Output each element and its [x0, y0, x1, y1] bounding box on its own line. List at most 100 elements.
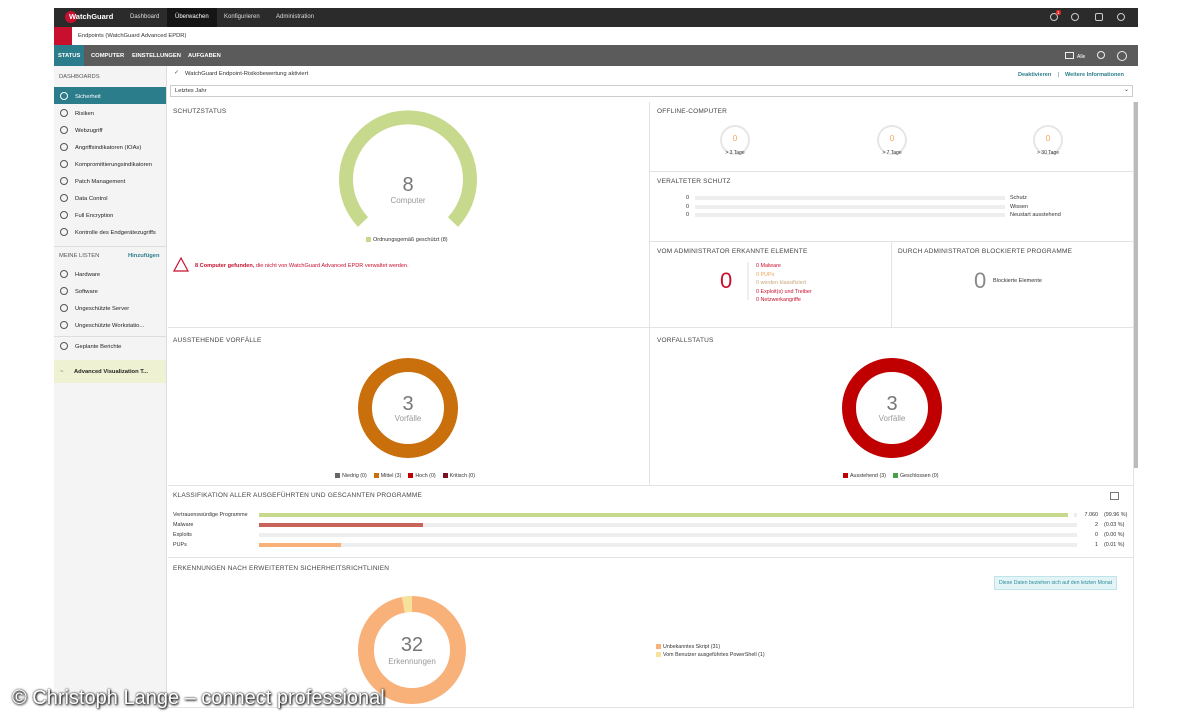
panel-admin-allowed [650, 242, 892, 328]
sidebar-item[interactable]: Ungeschützte Server [75, 306, 130, 312]
offline-label: > 30 Tage [1036, 150, 1059, 156]
legend-swatch [442, 473, 448, 479]
bell-icon[interactable] [1097, 51, 1105, 59]
tab[interactable]: STATUS [58, 53, 81, 59]
panel-offline [650, 102, 1134, 172]
panel-title: AUSSTEHENDE VORFÄLLE [173, 337, 262, 344]
add-link[interactable]: Hinzufügen [128, 253, 160, 259]
outdated-track [695, 213, 1005, 217]
warning-strong[interactable]: 8 Computer gefunden, [195, 263, 255, 269]
panel-title: VORFALLSTATUS [657, 337, 714, 344]
note: Diese Daten beziehen sich auf den letzte… [994, 576, 1118, 590]
center-count: 3 [886, 393, 898, 415]
class-fill [259, 543, 341, 547]
info-icon[interactable] [1110, 492, 1119, 500]
sidebar-item[interactable]: Data Control [75, 196, 108, 202]
item-icon [60, 160, 68, 168]
legend: Ausstehend (3) Geschlossen (0) [843, 472, 946, 480]
panel-title: SCHUTZSTATUS [173, 108, 227, 115]
panel-title: DURCH ADMINISTRATOR BLOCKIERTE PROGRAMME [898, 248, 1073, 255]
class-percent: (99.96 %) [1104, 512, 1128, 518]
sidebar-item[interactable]: Kontrolle des Endgerätezugriffs [75, 230, 156, 236]
sidebar-item[interactable]: Geplante Berichte [75, 344, 122, 350]
period-select[interactable] [170, 85, 1133, 97]
nav-item[interactable]: Überwachen [175, 14, 209, 20]
allowed-item[interactable]: 0 Netzwerkangriffe [756, 297, 801, 303]
help-icon[interactable] [1071, 13, 1079, 21]
class-label: Exploits [173, 532, 192, 538]
sidebar-item[interactable]: Webzugriff [75, 128, 103, 134]
sidebar-item[interactable]: Patch Management [75, 179, 126, 185]
alert-icon[interactable] [1050, 13, 1058, 21]
filter-label[interactable]: Alle [1077, 54, 1086, 60]
brand: WatchGuard [69, 12, 114, 21]
folder-icon[interactable] [1065, 52, 1074, 59]
top-bar [54, 8, 1138, 27]
item-icon [60, 126, 68, 134]
tab[interactable]: AUFGABEN [188, 53, 221, 59]
legend: Niedrig (0) Mittel (3) Hoch (0) Kritisch (0… [335, 472, 482, 480]
outdated-track [695, 204, 1005, 209]
center-label: Vorfälle [394, 414, 422, 423]
sidebar-item[interactable]: Risiken [75, 111, 95, 117]
nav-item[interactable]: Administration [276, 14, 315, 20]
allowed-item[interactable]: 0 Malware [756, 263, 781, 269]
panel-title: ERKENNUNGEN NACH ERWEITERTEN SICHERHEITS… [173, 565, 390, 572]
sidebar-item[interactable]: Angriffsindikatoren (IOAs) [75, 145, 142, 151]
offline-count: 0 [889, 134, 895, 143]
warning-text: die nicht von WatchGuard Advanced EPDR v… [255, 263, 409, 269]
class-label: Malware [173, 522, 194, 528]
panel-title: KLASSIFIKATION ALLER AUSGEFÜHRTEN UND GE… [173, 492, 423, 499]
legend-swatch [843, 473, 848, 479]
center-label: Vorfälle [878, 414, 906, 423]
nav-item[interactable]: Dashboard [130, 14, 160, 20]
blocked-count: 0 [974, 268, 987, 293]
advanced-item-bg [54, 360, 166, 383]
more-link[interactable]: Weitere Informationen [1065, 72, 1124, 78]
panel-status [650, 328, 1134, 486]
legend-item: Ausstehend (3) [843, 473, 886, 479]
sidebar-item[interactable]: Ungeschützte Workstatio... [75, 323, 145, 329]
watermark: © Christoph Lange – connect professional [12, 687, 385, 709]
outdated-label: Schutz [1010, 195, 1027, 201]
sidebar-item[interactable]: Software [75, 289, 98, 295]
legend-item: Vom Benutzer ausgeführtes PowerShell (1) [656, 651, 765, 659]
sidebar-item[interactable]: Kompromittierungsindikatoren [75, 162, 153, 168]
panel-admin-blocked [892, 242, 1134, 328]
sidebar-item[interactable]: Full Encryption [75, 213, 114, 219]
class-count: 1 [1095, 542, 1098, 548]
offline-ring [720, 125, 750, 155]
allowed-item[interactable]: 0 werden klassifiziert [756, 280, 807, 286]
sidebar-item[interactable]: Sicherheit [75, 94, 101, 100]
phone-icon[interactable] [1095, 13, 1103, 21]
user-icon[interactable] [1117, 13, 1125, 21]
offline-label: > 7 Tage [882, 150, 902, 156]
center-count: 8 [402, 174, 414, 196]
separator: | [1058, 72, 1060, 78]
legend-label: Ausstehend (3) [850, 473, 886, 479]
legend-label: Kritisch (0) [449, 473, 475, 479]
nav-item[interactable]: Konfigurieren [224, 14, 260, 20]
legend-label: Geschlossen (0) [899, 473, 939, 479]
settings-icon[interactable] [1117, 51, 1127, 61]
deactivate-link[interactable]: Deaktivieren [1018, 72, 1052, 78]
sidebar-item[interactable]: Hardware [75, 272, 101, 278]
product-icon [54, 27, 72, 45]
offline-ring [877, 125, 907, 155]
tab[interactable]: EINSTELLUNGEN [132, 53, 181, 59]
allowed-item[interactable]: 0 Exploit(s) und Treiber [756, 288, 812, 295]
tab[interactable]: COMPUTER [91, 53, 125, 59]
scrollbar[interactable] [1134, 102, 1138, 468]
item-icon [60, 321, 68, 329]
legend-swatch [373, 473, 379, 479]
legend-label: Hoch (0) [415, 473, 436, 479]
legend-item: Kritisch (0) [442, 473, 475, 479]
nav-active [167, 8, 217, 27]
breadcrumb: Endpoints (WatchGuard Advanced EPDR) [78, 33, 187, 39]
offline-ring [1033, 125, 1063, 155]
period: Letztes Jahr [175, 88, 207, 94]
sidebar-item[interactable]: Advanced Visualization T... [74, 369, 148, 375]
allowed-item[interactable]: 0 PUPs [756, 271, 775, 278]
